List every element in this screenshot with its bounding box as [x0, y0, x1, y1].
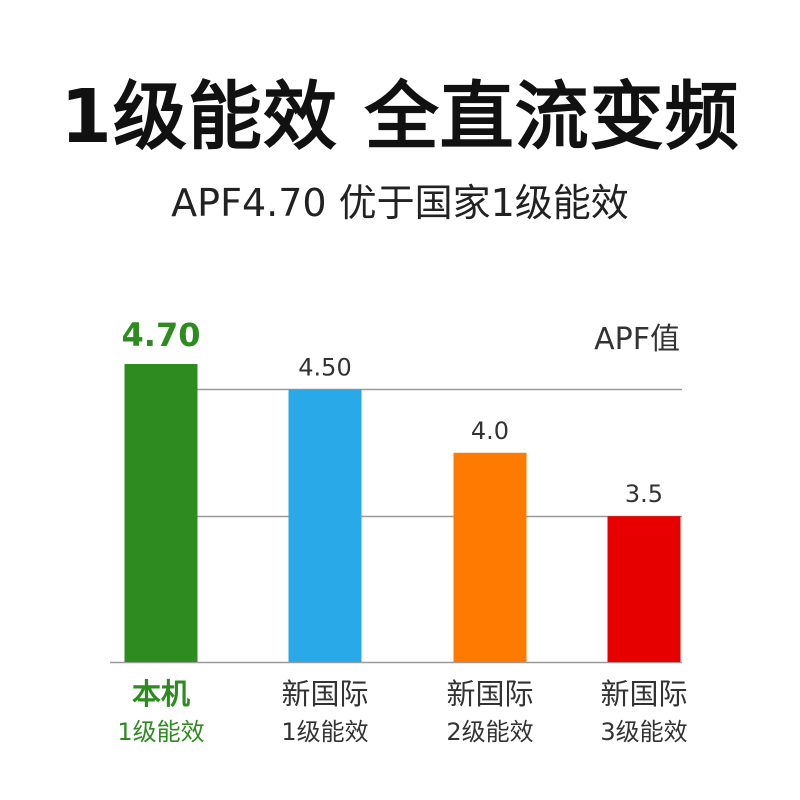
bar [288, 389, 362, 662]
bar [607, 516, 681, 662]
category-grade-label: 1级能效 [117, 718, 204, 746]
bar [453, 452, 527, 662]
bar-value-label: 4.0 [471, 417, 509, 445]
page-title: 1级能效 全直流变频 [60, 74, 740, 160]
bar-value-label: 4.50 [298, 353, 351, 381]
category-label: 新国际 [446, 677, 533, 711]
category-label: 本机 [132, 677, 190, 711]
category-label: 新国际 [281, 677, 368, 711]
category-grade-label: 1级能效 [281, 718, 368, 746]
category-grade-label: 3级能效 [600, 718, 687, 746]
category-grade-label: 2级能效 [446, 718, 533, 746]
category-label: 新国际 [600, 677, 687, 711]
bar-value-label: 4.70 [122, 316, 201, 354]
page-subtitle: APF4.70 优于国家1级能效 [171, 181, 629, 225]
bar-value-label: 3.5 [625, 480, 663, 508]
unit-label: APF值 [594, 322, 680, 357]
bar [124, 364, 198, 662]
